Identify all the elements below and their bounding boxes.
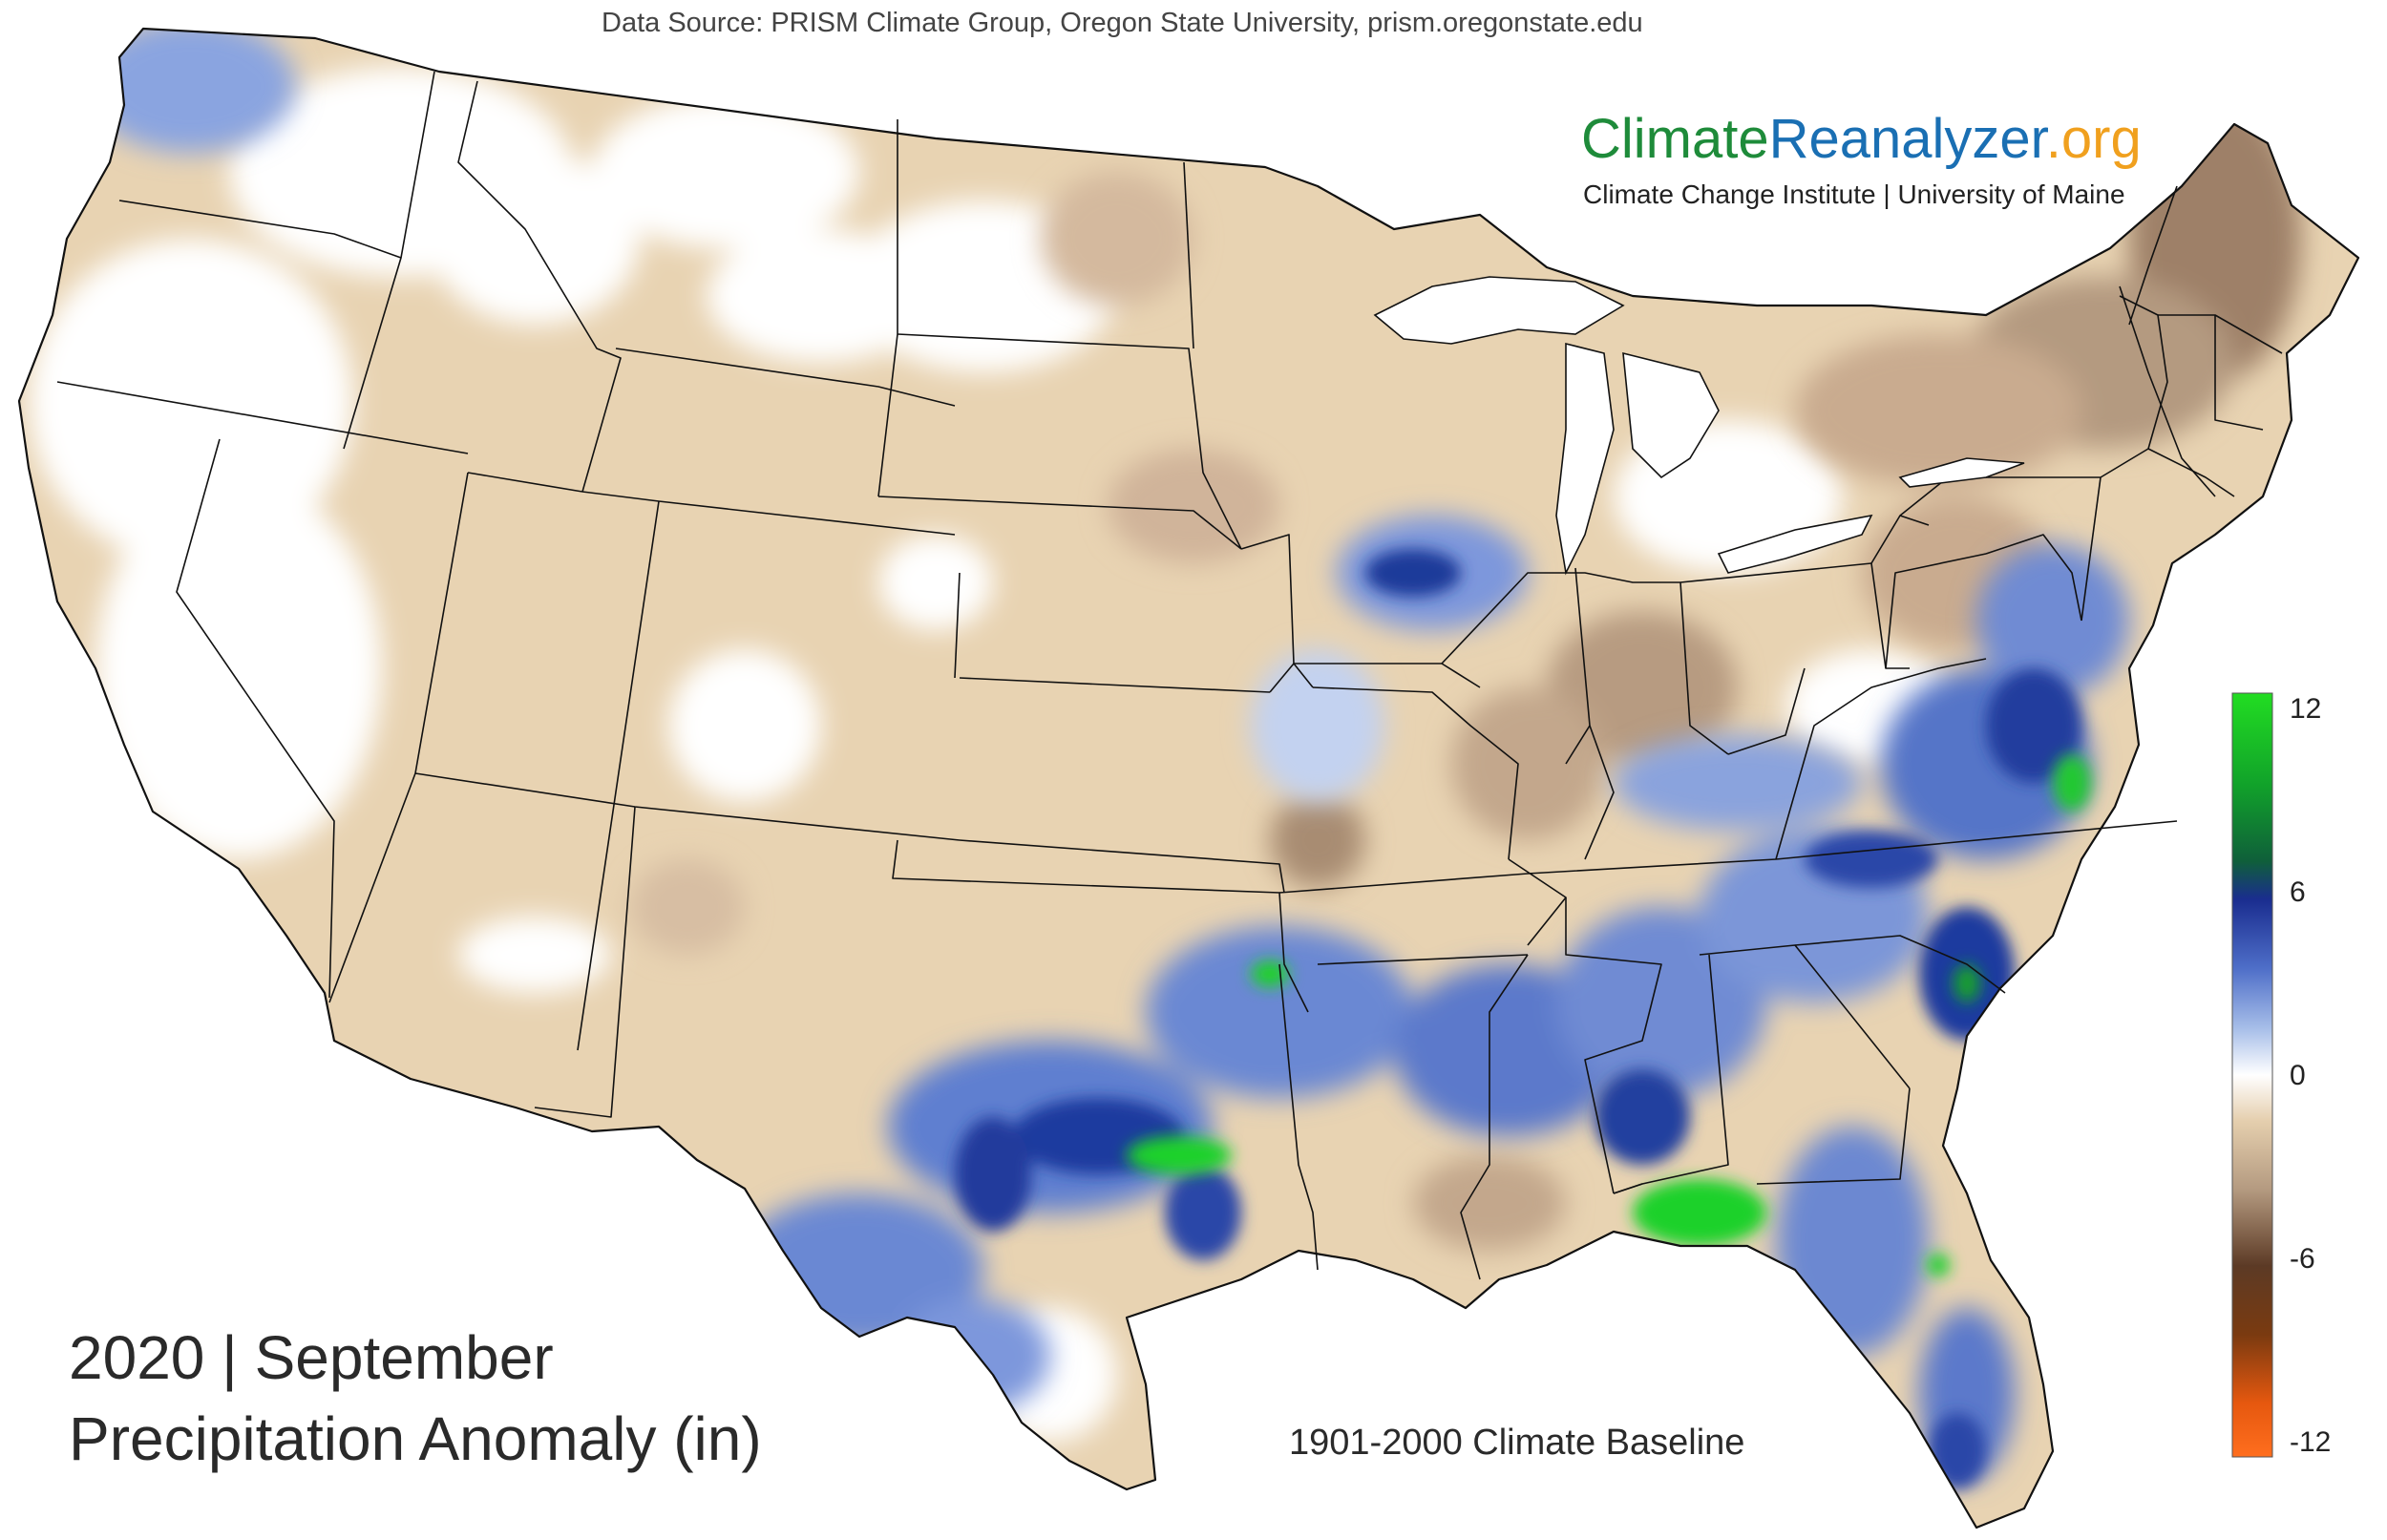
lake-erie bbox=[1717, 514, 1873, 574]
lake-huron bbox=[1622, 351, 1720, 479]
brand-logo: ClimateReanalyzer.org bbox=[1581, 107, 2142, 171]
colorbar-tick-6: 6 bbox=[2290, 876, 2306, 908]
lake-ontario bbox=[1898, 457, 2025, 488]
map-title-date: 2020 | September bbox=[69, 1323, 554, 1392]
dry-areas bbox=[630, 95, 2301, 1251]
data-source-credit: Data Source: PRISM Climate Group, Oregon… bbox=[602, 8, 1643, 38]
brand-part-climate: Climate bbox=[1581, 108, 1769, 170]
extreme-wet-areas bbox=[1127, 754, 2091, 1276]
colorbar-tick-neg12: -12 bbox=[2290, 1426, 2332, 1458]
baseline-label: 1901-2000 Climate Baseline bbox=[1289, 1423, 1745, 1463]
colorbar-tick-12: 12 bbox=[2290, 693, 2322, 725]
map-title-variable: Precipitation Anomaly (in) bbox=[69, 1404, 762, 1473]
brand-part-reanalyzer: Reanalyzer bbox=[1768, 108, 2046, 170]
colorbar-gradient bbox=[2231, 692, 2273, 1458]
great-lakes bbox=[1373, 276, 2025, 576]
state-borders bbox=[56, 71, 2283, 1280]
us-outline bbox=[17, 27, 2360, 1529]
colorbar-tick-0: 0 bbox=[2290, 1060, 2306, 1091]
colorbar bbox=[2231, 692, 2273, 1458]
brand-subtitle: Climate Change Institute | University of… bbox=[1583, 179, 2125, 209]
brand-part-org: .org bbox=[2045, 108, 2142, 170]
lake-superior bbox=[1373, 276, 1625, 345]
colorbar-tick-neg6: -6 bbox=[2290, 1243, 2315, 1275]
lake-michigan bbox=[1555, 342, 1615, 576]
